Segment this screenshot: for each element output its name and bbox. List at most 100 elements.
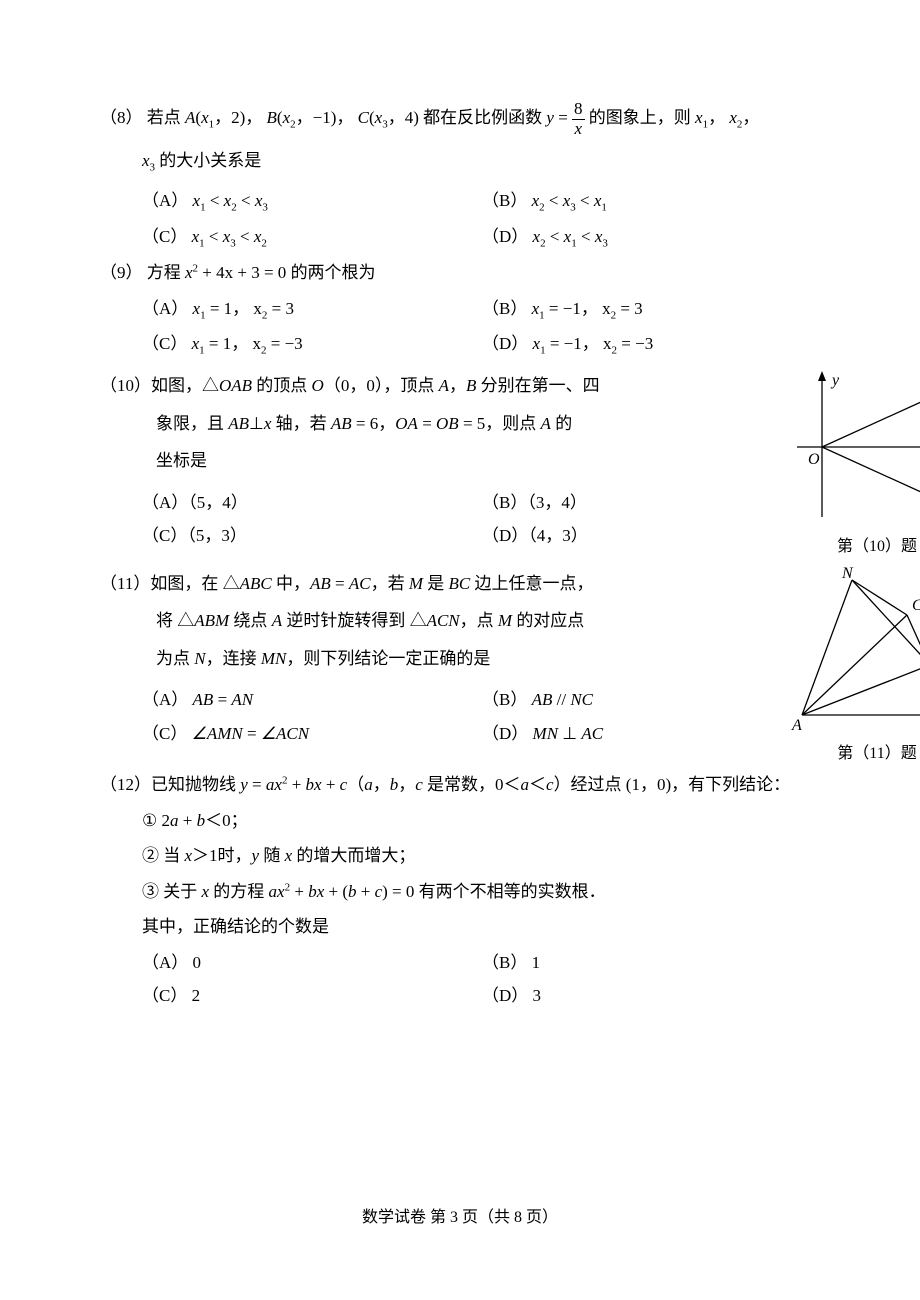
question-8: （8） 若点 A(x1，2)， B(x2，−1)， C(x3，4) 都在反比例函… (100, 100, 820, 252)
q8-Bi: 2 (290, 118, 296, 130)
q11-l1i: 是 (423, 574, 449, 593)
q11-Ca: ∠AMN (192, 724, 243, 743)
q11-row2: （C） ∠AMN = ∠ACN （D） MN ⊥ AC (100, 721, 782, 747)
q9-optC: （C） x1 = 1， x2 = −3 (100, 331, 482, 359)
q9-oA1: = 1， x (206, 299, 262, 318)
q12-l1c: = (248, 775, 266, 794)
q9-oC1: = 1， x (205, 334, 261, 353)
q11-l1j: BC (449, 574, 471, 593)
q8-By: −1 (313, 108, 331, 127)
q12-s3c: 的方程 (209, 882, 269, 901)
q9-optA: （A） x1 = 1， x2 = 3 (100, 296, 482, 324)
q8-x2: x (729, 108, 737, 127)
q11-lA: A (791, 717, 802, 734)
q9-oB1: = −1， x (545, 299, 611, 318)
q8-Ay: 2 (231, 108, 240, 127)
q12-l1b: y (240, 775, 248, 794)
q8-t1: 若点 (147, 108, 185, 127)
q12-s2: ② 当 x＞1时，y 随 x 的增大而增大； (100, 843, 820, 869)
q9-Cl: （C） (142, 334, 187, 353)
q12-l1j: a (364, 775, 373, 794)
q9-oC0: x (192, 334, 200, 353)
q12-s2e: 随 (259, 846, 285, 865)
q9-row2: （C） x1 = 1， x2 = −3 （D） x1 = −1， x2 = −3 (100, 331, 820, 359)
q12-l1g: + (322, 775, 340, 794)
q11-row1: （A） AB = AN （B） AB // NC (100, 687, 782, 713)
q11-l2h: M (498, 611, 512, 630)
q12-s1b: a (170, 811, 179, 830)
q9-oB0: x (532, 299, 540, 318)
q12-s3k: ) = 0 有两个不相等的实数根． (382, 882, 606, 901)
q11-num: （11） (100, 574, 150, 593)
q12-s3g: + ( (324, 882, 348, 901)
q9-oD0: x (533, 334, 541, 353)
q8-B: B (267, 108, 277, 127)
q10-l2h: OA (395, 414, 418, 433)
q12-s2b: x (185, 846, 193, 865)
q8-num: （8） (100, 108, 143, 127)
q11-l2c: 绕点 (229, 611, 272, 630)
q10-l2m: 的 (551, 414, 572, 433)
q12-s3a: ③ 关于 (142, 882, 202, 901)
q10-l1b: OAB (219, 376, 252, 395)
q12-l1k: ， (373, 775, 390, 794)
q12-l1f: bx (306, 775, 322, 794)
q11-l2a: 将 △ (156, 611, 194, 630)
q8-C: C (358, 108, 369, 127)
q11-l3b: N (194, 649, 205, 668)
q8-t4: 的大小关系是 (159, 151, 261, 170)
q8-optD: （D） x2 < x1 < x3 (482, 224, 782, 252)
q9-Dl: （D） (482, 334, 528, 353)
q11-Ba: AB (532, 690, 553, 709)
q9-oB2: = 3 (616, 299, 643, 318)
q11-Aa: AB (193, 690, 214, 709)
q8-row1: （A） x1 < x2 < x3 （B） x2 < x3 < x1 (100, 188, 820, 216)
q8-fracn: 8 (572, 100, 585, 120)
q12-l1q: ＜ (529, 775, 546, 794)
q9-t1: 方程 (147, 263, 185, 282)
q9-eq2: + 4x + 3 = 0 (198, 263, 286, 282)
q11-Cl: （C） (142, 724, 187, 743)
q8-optB: （B） x2 < x3 < x1 (482, 188, 782, 216)
q11-optB: （B） AB // NC (482, 687, 782, 713)
q8-Bl: （B） (482, 191, 527, 210)
q8-eqeq: = (554, 108, 572, 127)
q10-Al: （A）（5，4） (142, 493, 248, 512)
question-12: （12）已知抛物线 y = ax2 + bx + c（a，b，c 是常数，0＜a… (100, 772, 820, 1009)
q11-l2g: ，点 (460, 611, 498, 630)
q11-Da: MN (533, 724, 559, 743)
q9-optB: （B） x1 = −1， x2 = 3 (482, 296, 782, 324)
q12-l1e: + (287, 775, 305, 794)
q8-eql: y (546, 108, 554, 127)
q10-l1c: 的顶点 (252, 376, 312, 395)
q10-num: （10） (100, 376, 151, 395)
q12-optA: （A） 0 (100, 950, 482, 976)
q8-Cl: （C） (142, 227, 187, 246)
q11-l1k: 边上任意一点， (470, 574, 593, 593)
q8-stem: （8） 若点 A(x1，2)， B(x2，−1)， C(x3，4) 都在反比例函… (100, 100, 820, 138)
q11-lC: C (912, 597, 920, 614)
q11-Ac: AN (231, 690, 253, 709)
q11-Cc: ∠ACN (261, 724, 309, 743)
q11-optC: （C） ∠AMN = ∠ACN (100, 721, 482, 747)
q12-s3b: x (202, 882, 210, 901)
q12-s2c: ＞1时， (192, 846, 252, 865)
q12-Bl: （B） 1 (482, 953, 540, 972)
q10-l1i: 分别在第一、四 (476, 376, 599, 395)
q12-l1p: a (521, 775, 530, 794)
question-9: （9） 方程 x2 + 4x + 3 = 0 的两个根为 （A） x1 = 1，… (100, 260, 820, 359)
q10-left: （10）如图，△OAB 的顶点 O（0，0），顶点 A，B 分别在第一、四 象限… (100, 367, 782, 559)
q11-l1g: ，若 (371, 574, 409, 593)
q12-s2d: y (252, 846, 260, 865)
q8-fracd: x (572, 120, 585, 139)
q10-l2a: 象限，且 (156, 414, 228, 433)
q9-Al: （A） (142, 299, 188, 318)
q11-Bc: NC (570, 690, 593, 709)
q11-l1b: ABC (240, 574, 272, 593)
q10-optD: （D）（4，3） (482, 523, 782, 549)
q12-l1d: ax (266, 775, 282, 794)
q12-s3: ③ 关于 x 的方程 ax2 + bx + (b + c) = 0 有两个不相等… (100, 879, 820, 905)
q8-optA: （A） x1 < x2 < x3 (100, 188, 482, 216)
q10-l2f: AB (331, 414, 352, 433)
page: （8） 若点 A(x1，2)， B(x2，−1)， C(x3，4) 都在反比例函… (0, 0, 920, 1300)
